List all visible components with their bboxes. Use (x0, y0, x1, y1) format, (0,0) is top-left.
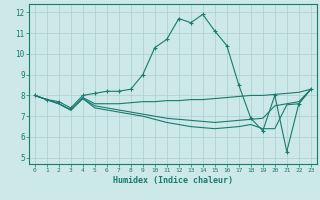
X-axis label: Humidex (Indice chaleur): Humidex (Indice chaleur) (113, 176, 233, 185)
